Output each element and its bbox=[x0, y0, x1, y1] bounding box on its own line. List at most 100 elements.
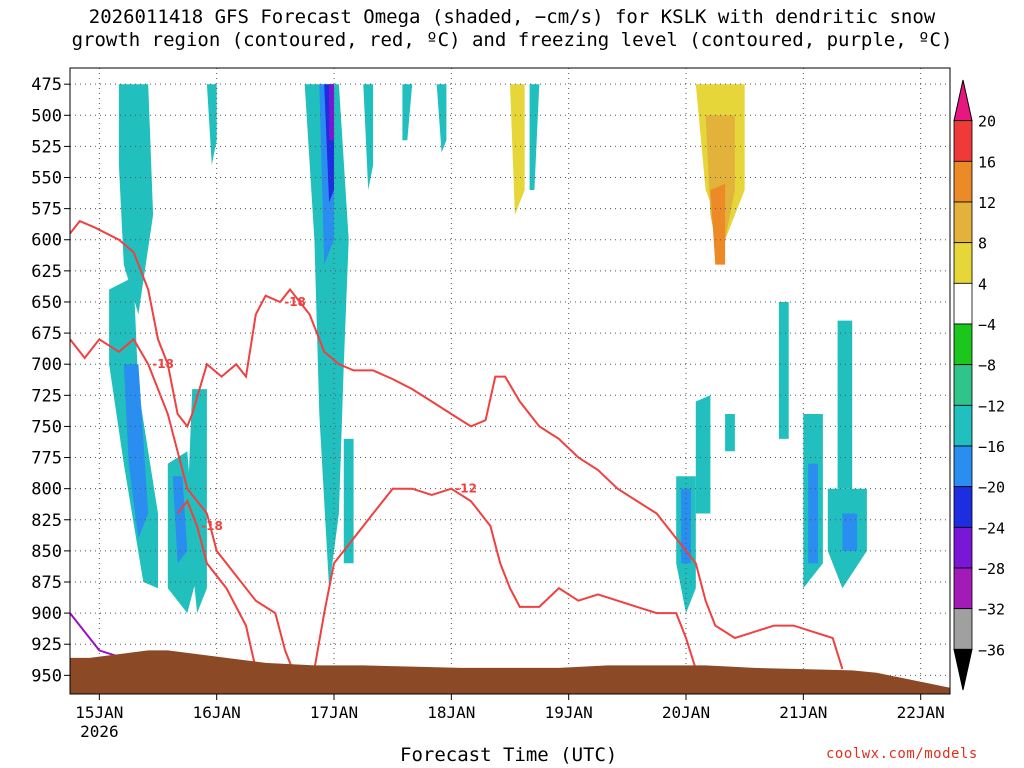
y-tick-label: 600 bbox=[31, 231, 62, 251]
colorbar-label: 8 bbox=[978, 235, 987, 253]
colorbar-swatch bbox=[953, 282, 973, 325]
colorbar: 20 16 12 8 4 −4 −8 −12 −16 −20 −24 −28 −32 −36 bbox=[953, 79, 1005, 691]
y-tick-label: 925 bbox=[31, 635, 62, 655]
freezing-contour-0 bbox=[70, 612, 120, 658]
colorbar-swatch bbox=[953, 364, 973, 406]
y-tick-label: 575 bbox=[31, 200, 62, 220]
omega-shading bbox=[70, 84, 950, 614]
colorbar-label: 12 bbox=[978, 194, 996, 212]
omega-region-15 bbox=[793, 84, 843, 302]
omega-region-13 bbox=[656, 208, 677, 390]
plot-frame bbox=[69, 67, 951, 695]
y-tick-label: 875 bbox=[31, 573, 62, 593]
y-tick-label: 650 bbox=[31, 293, 62, 313]
dgz-contour-label-1: -18 bbox=[152, 357, 174, 371]
colorbar-label: −28 bbox=[978, 560, 1005, 578]
colorbar-swatch bbox=[953, 608, 973, 650]
y-axis: 475 500 525 550 575 600 625 650 675 700 725 750 775 8… bbox=[31, 75, 70, 686]
y-tick-label: 525 bbox=[31, 137, 62, 157]
colorbar-label: −36 bbox=[978, 641, 1005, 659]
y-tick-label: 800 bbox=[31, 480, 62, 500]
y-tick-label: 625 bbox=[31, 262, 62, 282]
omega-region-8 bbox=[407, 84, 422, 166]
colorbar-label: 20 bbox=[978, 113, 996, 131]
x-tick-sublabel: 2026 bbox=[80, 722, 119, 741]
omega-region-30 bbox=[304, 84, 349, 589]
colorbar-swatch bbox=[953, 160, 973, 203]
omega-region-31 bbox=[343, 438, 354, 564]
dgz-contour-label-3: -18 bbox=[201, 519, 223, 533]
y-tick-label: 725 bbox=[31, 386, 62, 406]
colorbar-swatch bbox=[953, 201, 973, 244]
dgz-contour-0 bbox=[70, 219, 844, 670]
dgz-contour-label-0: -18 bbox=[284, 295, 306, 309]
x-tick-label: 22JAN bbox=[897, 703, 945, 722]
x-tick-label: 17JAN bbox=[310, 703, 358, 722]
colorbar-label: −8 bbox=[978, 357, 996, 375]
colorbar-label: −4 bbox=[978, 316, 996, 334]
colorbar-swatch bbox=[953, 526, 973, 569]
x-tick-label: 20JAN bbox=[662, 703, 710, 722]
x-tick-label: 16JAN bbox=[193, 703, 241, 722]
dgz-contour-2 bbox=[313, 487, 697, 670]
chart-title: 2026011418 GFS Forecast Omega (shaded, −… bbox=[0, 6, 1024, 52]
credit-link[interactable]: coolwx.com/models bbox=[826, 746, 978, 762]
omega-region-47 bbox=[808, 463, 818, 564]
y-tick-label: 950 bbox=[31, 666, 62, 686]
omega-region-24 bbox=[710, 183, 726, 265]
terrain bbox=[70, 650, 950, 694]
title-line-1: 2026011418 GFS Forecast Omega (shaded, −… bbox=[88, 6, 936, 28]
omega-region-7 bbox=[373, 84, 398, 240]
omega-region-10 bbox=[490, 84, 510, 215]
x-tick-label: 19JAN bbox=[545, 703, 593, 722]
colorbar-label: 4 bbox=[978, 275, 987, 293]
colorbar-swatch bbox=[953, 323, 973, 366]
x-tick-label: 15JAN bbox=[75, 703, 123, 722]
omega-region-38 bbox=[725, 414, 735, 452]
x-tick-label: 21JAN bbox=[779, 703, 827, 722]
omega-region-0 bbox=[70, 84, 85, 290]
colorbar-top-arrow bbox=[953, 79, 973, 122]
dgz-contour-3 bbox=[176, 499, 257, 670]
colorbar-swatch bbox=[953, 120, 973, 162]
colorbar-label: −20 bbox=[978, 479, 1005, 497]
omega-region-39 bbox=[778, 302, 789, 439]
colorbar-label: −32 bbox=[978, 601, 1005, 619]
y-tick-label: 775 bbox=[31, 449, 62, 469]
ground-surface bbox=[70, 650, 950, 694]
colorbar-swatch bbox=[953, 486, 973, 528]
colorbar-label: 16 bbox=[978, 153, 996, 171]
colorbar-swatch bbox=[953, 567, 973, 610]
y-tick-label: 550 bbox=[31, 169, 62, 189]
omega-region-34 bbox=[436, 84, 447, 153]
omega-region-25 bbox=[118, 84, 154, 315]
y-tick-label: 900 bbox=[31, 604, 62, 624]
x-axis-label: Forecast Time (UTC) bbox=[400, 744, 618, 766]
omega-region-42 bbox=[837, 320, 853, 489]
y-tick-label: 700 bbox=[31, 355, 62, 375]
omega-region-43 bbox=[123, 364, 149, 539]
omega-region-5 bbox=[265, 102, 305, 240]
omega-region-1 bbox=[89, 239, 114, 414]
omega-region-9 bbox=[461, 84, 481, 166]
omega-region-19 bbox=[534, 364, 550, 439]
title-line-2: growth region (contoured, red, ºC) and f… bbox=[71, 29, 953, 51]
colorbar-swatch bbox=[953, 404, 973, 447]
y-tick-label: 675 bbox=[31, 324, 62, 344]
colorbar-label: −12 bbox=[978, 397, 1005, 415]
y-tick-label: 750 bbox=[31, 417, 62, 437]
y-tick-label: 500 bbox=[31, 106, 62, 126]
omega-region-48 bbox=[842, 513, 858, 551]
omega-region-17 bbox=[930, 84, 950, 265]
omega-region-12 bbox=[593, 84, 608, 166]
omega-region-50 bbox=[329, 84, 334, 141]
omega-region-37 bbox=[695, 395, 711, 514]
omega-region-33 bbox=[402, 84, 413, 141]
omega-region-4 bbox=[187, 84, 202, 190]
colorbar-label: −16 bbox=[978, 438, 1005, 456]
y-tick-label: 475 bbox=[31, 75, 62, 95]
colorbar-swatch bbox=[953, 445, 973, 488]
dgz-contour-label-2: -12 bbox=[455, 482, 477, 496]
